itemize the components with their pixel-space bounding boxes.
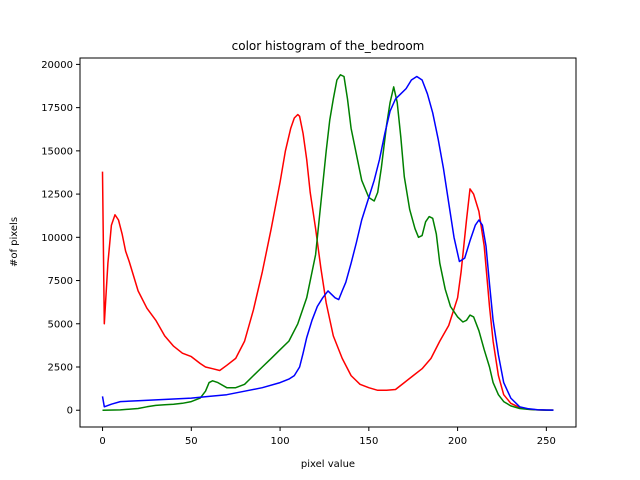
y-tick-label: 12500: [41, 190, 73, 201]
series-line-1: [102, 74, 554, 411]
y-tick-label: 15000: [41, 146, 73, 157]
x-tick-label: 150: [359, 436, 378, 447]
x-tick-label: 200: [448, 436, 467, 447]
x-tick-label: 0: [99, 436, 105, 447]
y-tick-label: 17500: [41, 103, 73, 114]
chart-title: color histogram of the_bedroom: [232, 39, 425, 53]
y-tick-label: 10000: [41, 233, 73, 244]
plot-area: [101, 74, 554, 411]
x-tick-label: 50: [185, 436, 198, 447]
y-tick-label: 7500: [48, 276, 73, 287]
y-axis: 0 2500 5000 7500 10000 12500 15000 17500 20000: [41, 60, 80, 417]
x-axis-label: pixel value: [301, 459, 355, 470]
y-tick-label: 0: [67, 406, 73, 417]
y-tick-label: 2500: [48, 362, 73, 373]
plot-frame: [79, 57, 577, 428]
y-tick-label: 5000: [48, 319, 73, 330]
y-axis-label: #of pixels: [9, 217, 20, 267]
y-tick-label: 20000: [41, 60, 73, 71]
x-axis: 0 50 100 150 200 250: [99, 427, 556, 447]
series-line-2: [101, 75, 554, 411]
series-line-0: [101, 113, 554, 411]
x-tick-label: 250: [537, 436, 556, 447]
x-tick-label: 100: [271, 436, 290, 447]
